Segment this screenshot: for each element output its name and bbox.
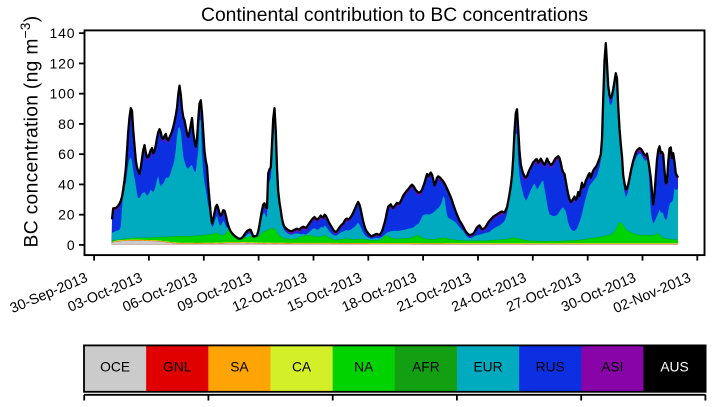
svg-text:AUS: AUS [660, 359, 688, 374]
svg-text:120: 120 [49, 55, 75, 71]
svg-text:140: 140 [49, 25, 75, 41]
svg-text:EUR: EUR [473, 359, 502, 374]
svg-text:SA: SA [230, 359, 249, 374]
svg-text:40: 40 [58, 176, 75, 192]
svg-text:80: 80 [58, 116, 75, 132]
svg-text:GNL: GNL [163, 359, 192, 374]
svg-text:NA: NA [354, 359, 374, 374]
svg-text:CA: CA [292, 359, 312, 374]
svg-text:0: 0 [67, 237, 76, 253]
svg-text:OCE: OCE [100, 359, 130, 374]
svg-text:ASI: ASI [601, 359, 623, 374]
svg-text:20: 20 [58, 207, 75, 223]
svg-text:Continental contribution to BC: Continental contribution to BC concentra… [201, 5, 588, 26]
svg-text:RUS: RUS [536, 359, 565, 374]
svg-text:100: 100 [49, 86, 75, 102]
svg-text:60: 60 [58, 146, 75, 162]
svg-text:AFR: AFR [412, 359, 440, 374]
svg-text:BC concentration (ng m−3): BC concentration (ng m−3) [18, 16, 43, 248]
